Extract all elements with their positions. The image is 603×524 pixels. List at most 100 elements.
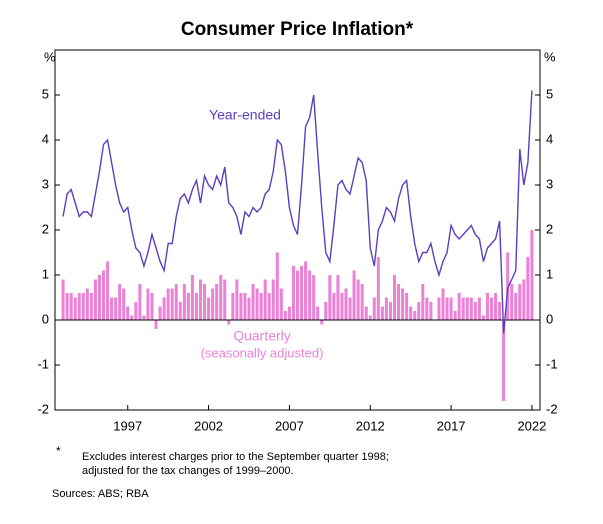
bar bbox=[397, 284, 401, 320]
bar bbox=[360, 284, 364, 320]
bar bbox=[251, 284, 255, 320]
bar bbox=[275, 252, 279, 320]
bar bbox=[215, 284, 219, 320]
bar bbox=[518, 284, 522, 320]
bar bbox=[130, 315, 134, 320]
bar bbox=[198, 279, 203, 320]
bar bbox=[453, 311, 457, 320]
bar bbox=[142, 315, 146, 320]
bar bbox=[348, 297, 352, 320]
bar bbox=[243, 293, 247, 320]
bar bbox=[316, 306, 320, 320]
bar bbox=[203, 284, 207, 320]
y2-tick-label: 5 bbox=[546, 86, 553, 101]
source: Sources: ABS; RBA bbox=[52, 488, 149, 500]
bar bbox=[384, 297, 388, 320]
bar bbox=[166, 288, 170, 320]
bar bbox=[510, 284, 514, 320]
bar bbox=[150, 293, 154, 320]
x-tick-label: 2022 bbox=[517, 418, 546, 433]
footnote-marker: * bbox=[56, 444, 61, 458]
bar bbox=[118, 284, 122, 320]
series-label: Year-ended bbox=[209, 107, 281, 123]
bar bbox=[437, 297, 441, 320]
bar bbox=[405, 293, 409, 320]
bar bbox=[526, 257, 530, 320]
y2-tick-label: -1 bbox=[546, 356, 558, 371]
bar bbox=[368, 315, 372, 320]
bar bbox=[417, 302, 421, 320]
y2-tick-label: 2 bbox=[546, 221, 553, 236]
y-tick-label: 1 bbox=[42, 266, 49, 281]
bar bbox=[502, 320, 506, 401]
bar bbox=[138, 284, 142, 320]
bar bbox=[506, 252, 510, 320]
chart-title: Consumer Price Inflation* bbox=[181, 19, 414, 40]
y2-tick-label: 0 bbox=[546, 311, 553, 326]
bar bbox=[514, 293, 518, 320]
bar bbox=[146, 288, 150, 320]
bar bbox=[469, 297, 473, 320]
bar bbox=[61, 279, 65, 320]
bar bbox=[154, 320, 158, 329]
bar bbox=[522, 279, 526, 320]
bar bbox=[223, 279, 227, 320]
bar bbox=[174, 284, 178, 320]
bar bbox=[328, 275, 332, 320]
bar bbox=[170, 288, 174, 320]
bar bbox=[207, 297, 211, 320]
bar bbox=[97, 275, 101, 320]
bar bbox=[429, 302, 433, 320]
bar bbox=[473, 302, 477, 320]
bar bbox=[356, 279, 360, 320]
y-axis-label: % bbox=[44, 49, 56, 64]
footnote-line: Excludes interest charges prior to the S… bbox=[82, 451, 389, 463]
bar bbox=[231, 293, 235, 320]
bar bbox=[308, 270, 312, 320]
footnote-line: adjusted for the tax changes of 1999–200… bbox=[82, 465, 294, 477]
bar bbox=[530, 230, 534, 320]
bar bbox=[106, 261, 110, 320]
bar bbox=[465, 297, 469, 320]
bar bbox=[485, 293, 489, 320]
bar bbox=[73, 297, 77, 320]
bar bbox=[110, 297, 114, 320]
bar bbox=[85, 288, 89, 320]
bar bbox=[295, 270, 300, 320]
y-tick-label: 4 bbox=[42, 131, 49, 146]
bar bbox=[186, 293, 190, 320]
y2-tick-label: 3 bbox=[546, 176, 553, 191]
bar bbox=[494, 293, 498, 320]
bar bbox=[81, 293, 85, 320]
x-tick-label: 1997 bbox=[113, 418, 142, 433]
bar bbox=[352, 270, 356, 320]
bar bbox=[101, 270, 106, 320]
bar bbox=[498, 302, 502, 320]
bar bbox=[162, 297, 166, 320]
bar bbox=[457, 293, 461, 320]
y-tick-label: 5 bbox=[42, 86, 49, 101]
bar bbox=[481, 315, 485, 320]
bar bbox=[69, 293, 73, 320]
bar bbox=[219, 275, 223, 320]
bar bbox=[312, 275, 316, 320]
bar bbox=[227, 320, 231, 325]
bar bbox=[114, 297, 118, 320]
x-tick-label: 2002 bbox=[194, 418, 223, 433]
bar bbox=[126, 306, 130, 320]
bar bbox=[77, 293, 81, 320]
bar bbox=[449, 297, 453, 320]
x-tick-label: 2007 bbox=[275, 418, 304, 433]
y-tick-label: 3 bbox=[42, 176, 49, 191]
y2-tick-label: -2 bbox=[546, 401, 558, 416]
bar bbox=[388, 302, 392, 320]
bar bbox=[190, 275, 194, 320]
bar bbox=[477, 297, 481, 320]
line bbox=[62, 90, 533, 334]
bar bbox=[267, 293, 271, 320]
y-tick-label: -1 bbox=[37, 356, 49, 371]
bar bbox=[441, 288, 445, 320]
bar bbox=[445, 297, 449, 320]
bar bbox=[332, 293, 336, 320]
